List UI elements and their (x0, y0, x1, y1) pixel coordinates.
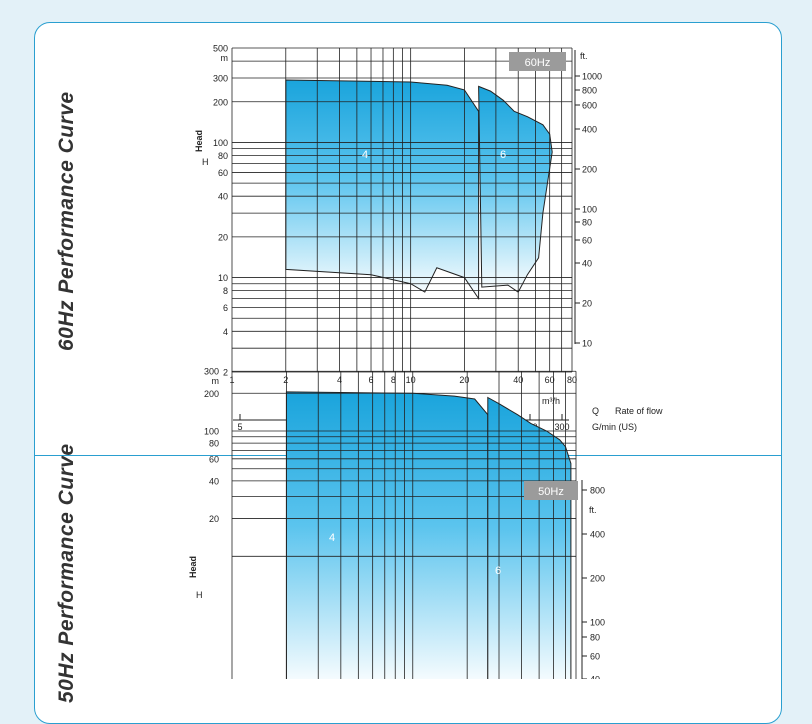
ft-tick-label: 200 (590, 574, 605, 584)
y-tick-label: 60 (209, 454, 219, 464)
ft-tick-label: 40 (582, 259, 592, 269)
performance-curve-chart: 24681020406080100200300500m1246810204060… (188, 44, 663, 680)
y-tick-label: 8 (223, 286, 228, 296)
ft-tick-label: 400 (582, 125, 597, 135)
x-axis-label: m³/h (542, 396, 560, 406)
y-tick-label: 200 (213, 97, 228, 107)
y-axis-letter: H (196, 590, 203, 600)
y-tick-label: 80 (209, 439, 219, 449)
y-tick-label: 4 (223, 327, 228, 337)
ft-tick-label: 600 (582, 101, 597, 111)
y-tick-label: 20 (209, 514, 219, 524)
x-tick-label: 80 (567, 375, 577, 385)
y-tick-label: 300 (204, 367, 219, 377)
ft-tick-label: 200 (582, 165, 597, 175)
ft-unit-label: ft. (580, 51, 588, 61)
y-tick-label: 40 (209, 476, 219, 486)
x-tick-label: 4 (337, 375, 342, 385)
ft-tick-label: 10 (582, 339, 592, 349)
ft-tick-label: 40 (590, 675, 600, 680)
ft-tick-label: 100 (590, 618, 605, 628)
series-area-6 (487, 396, 572, 679)
y-tick-label: 300 (213, 73, 228, 83)
ft-tick-label: 80 (590, 633, 600, 643)
x-tick-label: 40 (513, 375, 523, 385)
y-tick-label: 20 (218, 232, 228, 242)
y-axis-title: Head (194, 130, 204, 152)
y-tick-label: 100 (213, 138, 228, 148)
ft-tick-label: 800 (590, 486, 605, 496)
y-tick-label: 6 (223, 303, 228, 313)
y-tick-label: 500 (213, 44, 228, 54)
frequency-badge-bg (509, 52, 566, 71)
x-tick-label: 6 (369, 375, 374, 385)
y-tick-label: 60 (218, 168, 228, 178)
x-tick-label: 60 (545, 375, 555, 385)
ft-tick-label: 60 (590, 652, 600, 662)
y-tick-label: 40 (218, 192, 228, 202)
ft-tick-label: 20 (582, 299, 592, 309)
series-area-6 (478, 85, 553, 293)
y-tick-label: 80 (218, 151, 228, 161)
gpm-tick-label: 300 (554, 422, 569, 432)
curve-label-4: 4 (329, 532, 335, 544)
y-tick-label: 100 (204, 427, 219, 437)
ft-tick-label: 100 (582, 205, 597, 215)
gpm-unit-label: G/min (US) (592, 422, 637, 432)
curve-label-4: 4 (362, 149, 368, 161)
curve-label-6: 6 (495, 565, 501, 577)
ft-tick-label: 60 (582, 236, 592, 246)
x-tick-label: 2 (283, 375, 288, 385)
y-axis-letter: H (202, 157, 209, 167)
y-tick-label: 10 (218, 273, 228, 283)
x-tick-label: 10 (406, 375, 416, 385)
q-letter: Q (592, 406, 599, 416)
frequency-badge: 60Hz (525, 57, 551, 69)
frequency-badge: 50Hz (538, 486, 564, 498)
curve-label-6: 6 (500, 149, 506, 161)
y-tick-label: 200 (204, 389, 219, 399)
ft-unit-label: ft. (589, 505, 597, 515)
ft-tick-label: 400 (590, 530, 605, 540)
x-tick-label: 20 (459, 375, 469, 385)
y-axis-title: Head (188, 556, 198, 578)
series-area-4 (285, 79, 480, 301)
y-tick-label: 2 (223, 368, 228, 378)
frequency-badge-bg (524, 481, 578, 500)
series-area-4 (285, 391, 489, 679)
y-unit-label: m (212, 376, 220, 386)
q-label: Rate of flow (615, 406, 663, 416)
y-unit-label: m (221, 53, 229, 63)
ft-tick-label: 800 (582, 86, 597, 96)
x-tick-label: 8 (391, 375, 396, 385)
gpm-tick-label: 5 (237, 422, 242, 432)
ft-tick-label: 80 (582, 218, 592, 228)
ft-tick-label: 1000 (582, 72, 602, 82)
